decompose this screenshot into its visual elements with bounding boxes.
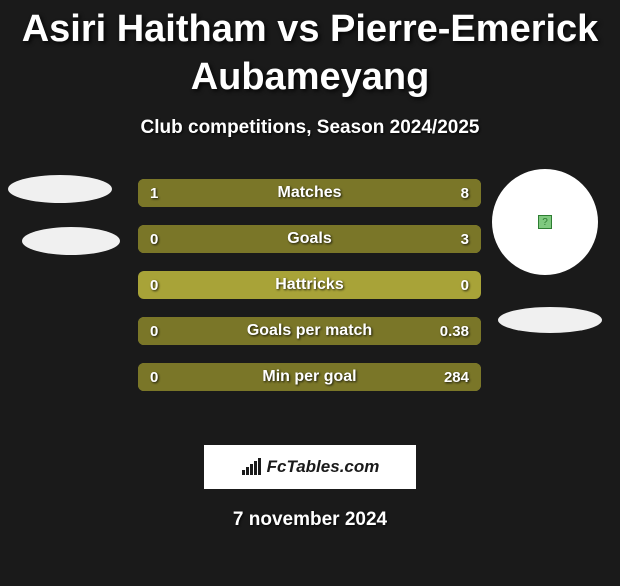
- subtitle: Club competitions, Season 2024/2025: [0, 117, 620, 139]
- player-right-avatar-circle: ?: [492, 169, 598, 275]
- stat-label: Min per goal: [138, 363, 481, 391]
- bar-chart-icon: [241, 458, 263, 476]
- stat-value-right: 0: [461, 271, 469, 299]
- stat-value-right: 0.38: [440, 317, 469, 345]
- stat-row-min-per-goal: 0 Min per goal 284: [138, 363, 481, 391]
- stat-label: Goals per match: [138, 317, 481, 345]
- stat-label: Goals: [138, 225, 481, 253]
- stat-label: Matches: [138, 179, 481, 207]
- stat-row-goals-per-match: 0 Goals per match 0.38: [138, 317, 481, 345]
- stat-row-matches: 1 Matches 8: [138, 179, 481, 207]
- stat-value-right: 8: [461, 179, 469, 207]
- stat-value-right: 284: [444, 363, 469, 391]
- brand-banner: FcTables.com: [204, 445, 416, 489]
- page-title: Asiri Haitham vs Pierre-Emerick Aubameya…: [0, 6, 620, 101]
- stat-row-hattricks: 0 Hattricks 0: [138, 271, 481, 299]
- player-left-avatar-shape-2: [22, 227, 120, 255]
- stat-row-goals: 0 Goals 3: [138, 225, 481, 253]
- image-placeholder-icon: ?: [538, 215, 552, 229]
- stat-bars: 1 Matches 8 0 Goals 3 0 Hattricks 0 0 Go…: [138, 179, 481, 409]
- stat-label: Hattricks: [138, 271, 481, 299]
- stat-value-right: 3: [461, 225, 469, 253]
- brand-text: FcTables.com: [267, 457, 380, 477]
- footer-date: 7 november 2024: [0, 509, 620, 531]
- player-left-avatar-shape-1: [8, 175, 112, 203]
- stats-area: ? 1 Matches 8 0 Goals 3 0 Hattricks 0: [0, 179, 620, 429]
- player-right-avatar-shape-2: [498, 307, 602, 333]
